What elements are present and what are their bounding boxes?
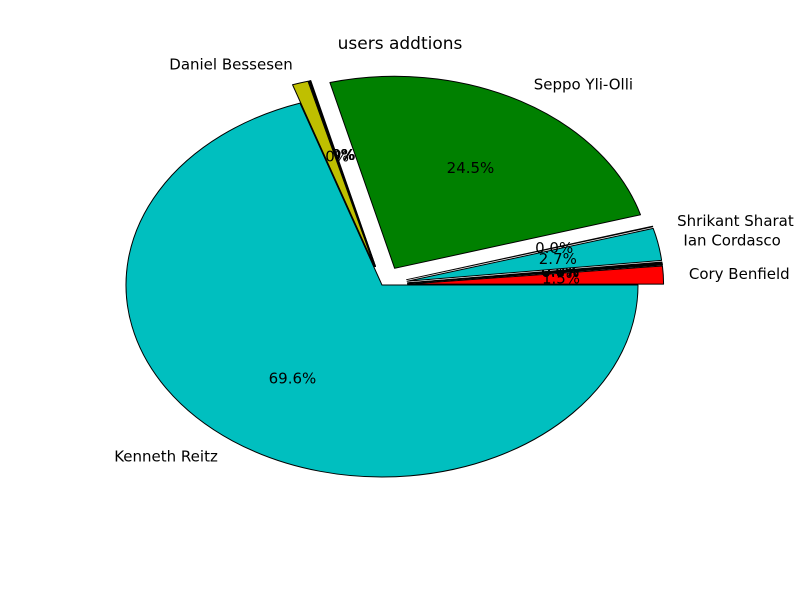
pie-slice-cory-benfield — [407, 265, 665, 285]
slice-name-label: Cory Benfield — [689, 265, 790, 283]
pie-slice-kenneth-reitz — [125, 102, 639, 478]
slice-percent-label: 1.5% — [542, 270, 580, 288]
slice-percent-label: 2.7% — [539, 250, 577, 268]
slice-percent-label: 24.5% — [447, 159, 495, 177]
pie-slice-14 — [308, 80, 376, 267]
slice-name-label: Kenneth Reitz — [114, 448, 218, 466]
pie-slice-daniel-bessesen — [292, 80, 376, 268]
pie-slice-7 — [406, 261, 663, 284]
slice-name-label: Daniel Bessesen — [169, 56, 293, 74]
pie-slice-seppo-yli-olli — [329, 75, 642, 269]
slice-name-label: Ian Cordasco — [683, 232, 780, 250]
pie-slice-shrikant-sharat — [406, 225, 654, 281]
slice-name-label: Seppo Yli-Olli — [534, 76, 633, 94]
pie-slice-ian-cordasco — [406, 227, 663, 282]
slice-percent-label: 69.6% — [269, 370, 317, 388]
chart-title: users addtions — [337, 34, 463, 54]
slice-name-label: Shrikant Sharat — [677, 212, 794, 230]
slice-percent-label: 0.0% — [535, 239, 573, 257]
